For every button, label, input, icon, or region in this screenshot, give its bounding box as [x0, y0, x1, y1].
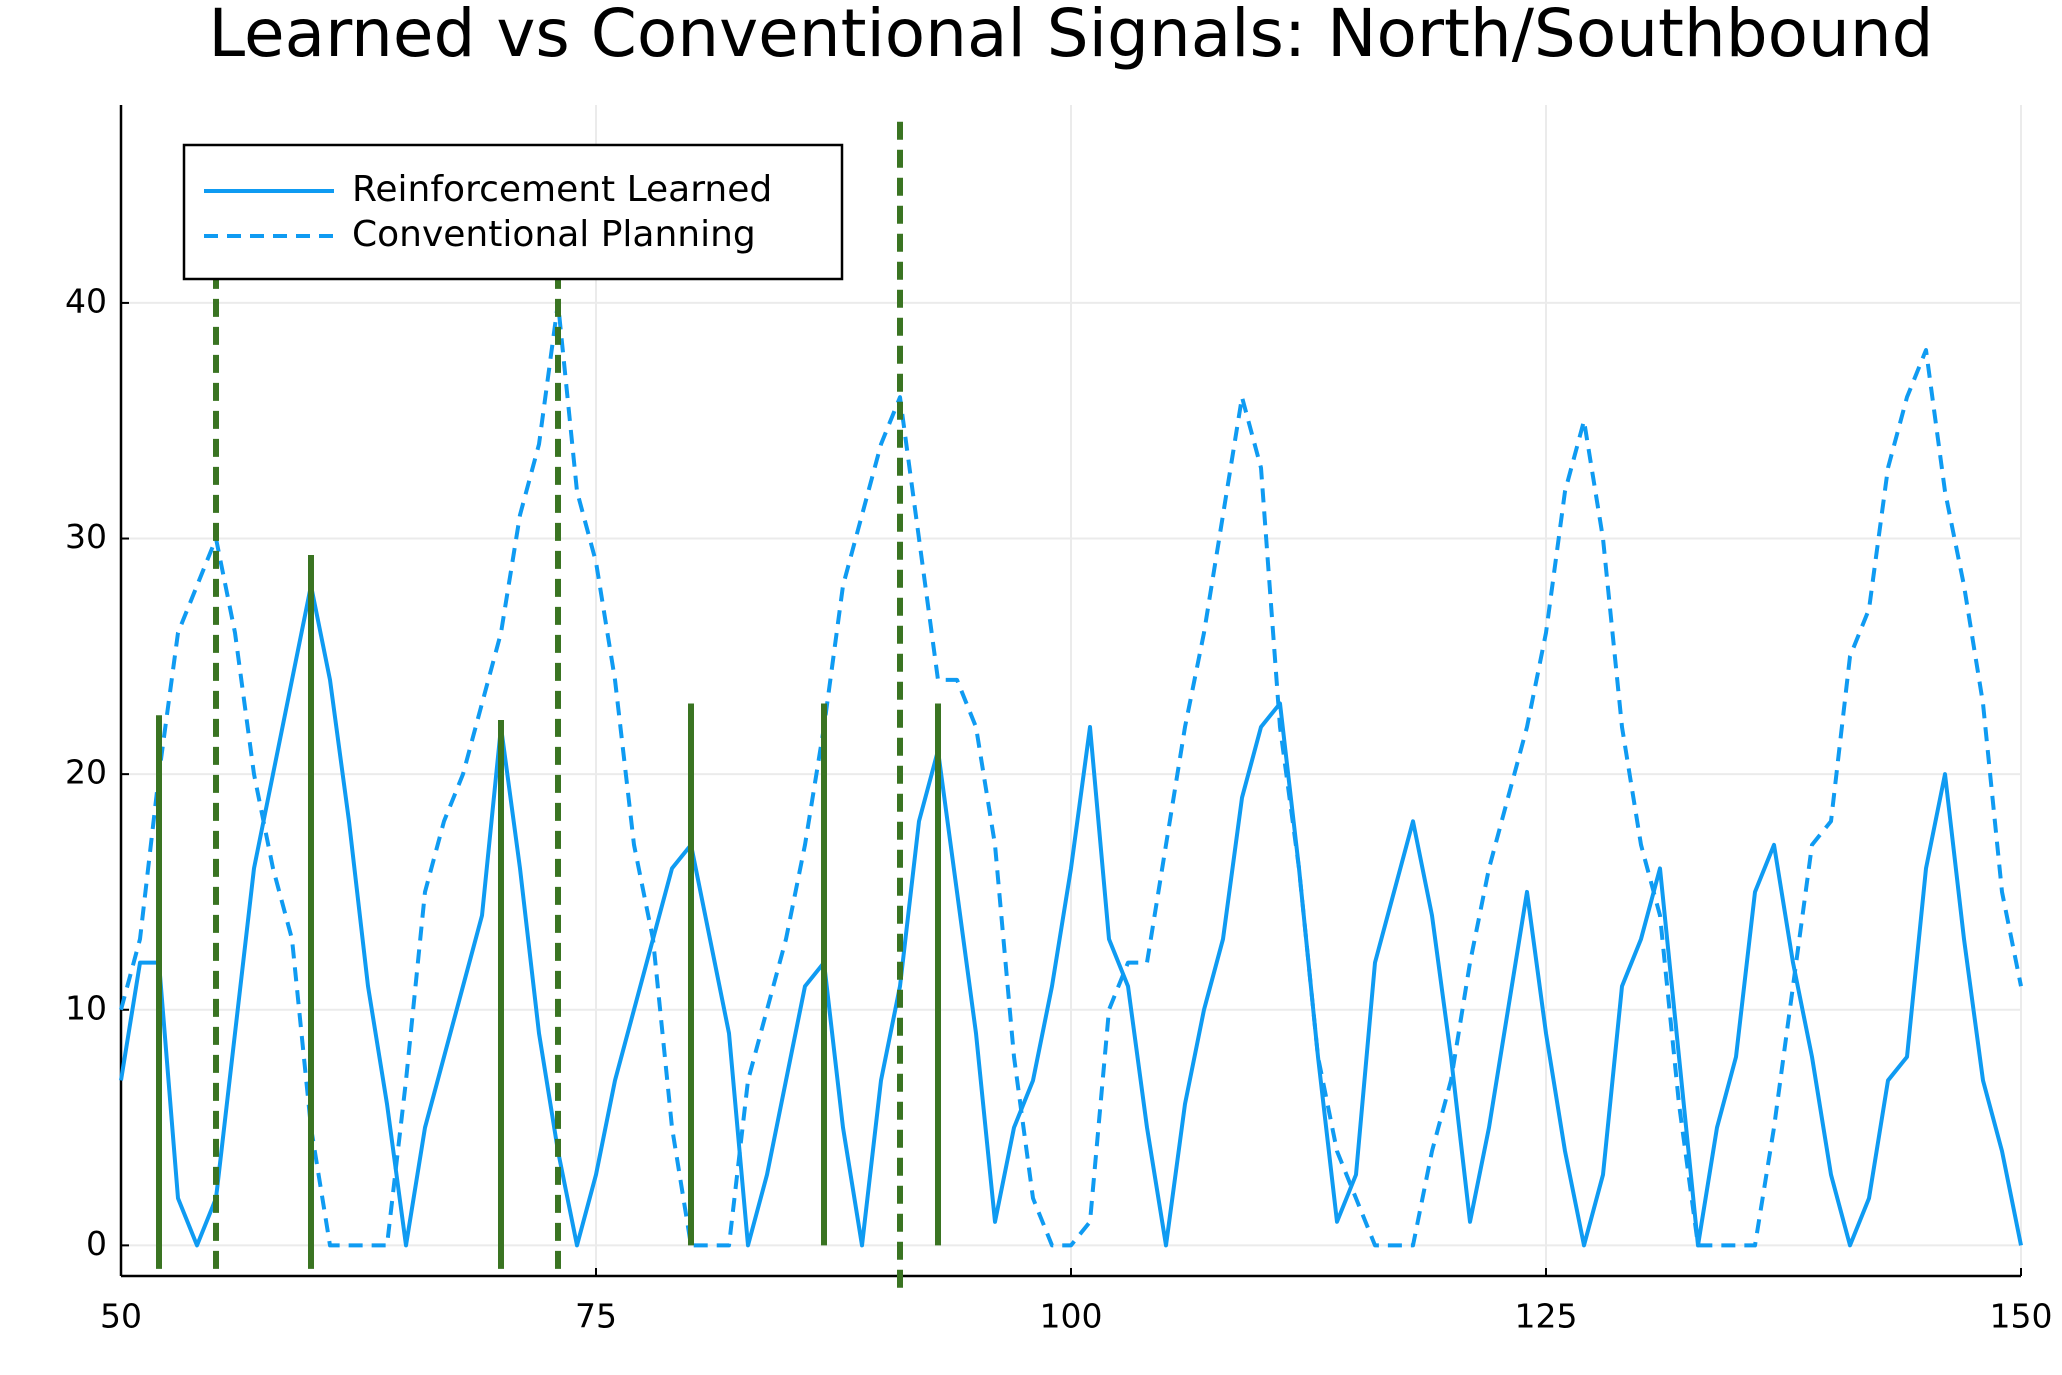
x-tick-label: 150 — [1990, 1297, 2053, 1336]
legend-box — [182, 143, 844, 281]
series-line — [119, 300, 2023, 1248]
y-tick-label: 0 — [86, 1224, 107, 1263]
legend-label: Reinforcement Learned — [352, 169, 772, 210]
y-tick-label: 40 — [65, 281, 107, 320]
series-line — [119, 583, 2023, 1248]
y-tick-label: 10 — [65, 988, 107, 1027]
x-tick-label: 50 — [100, 1297, 142, 1336]
y-tick-label: 20 — [65, 753, 107, 792]
y-tick-label: 30 — [65, 517, 107, 556]
chart-title: Learned vs Conventional Signals: North/S… — [208, 0, 1933, 72]
legend-label: Conventional Planning — [352, 214, 756, 255]
x-tick-label: 125 — [1515, 1297, 1578, 1336]
x-tick-label: 75 — [575, 1297, 617, 1336]
x-tick-label: 100 — [1040, 1297, 1103, 1336]
